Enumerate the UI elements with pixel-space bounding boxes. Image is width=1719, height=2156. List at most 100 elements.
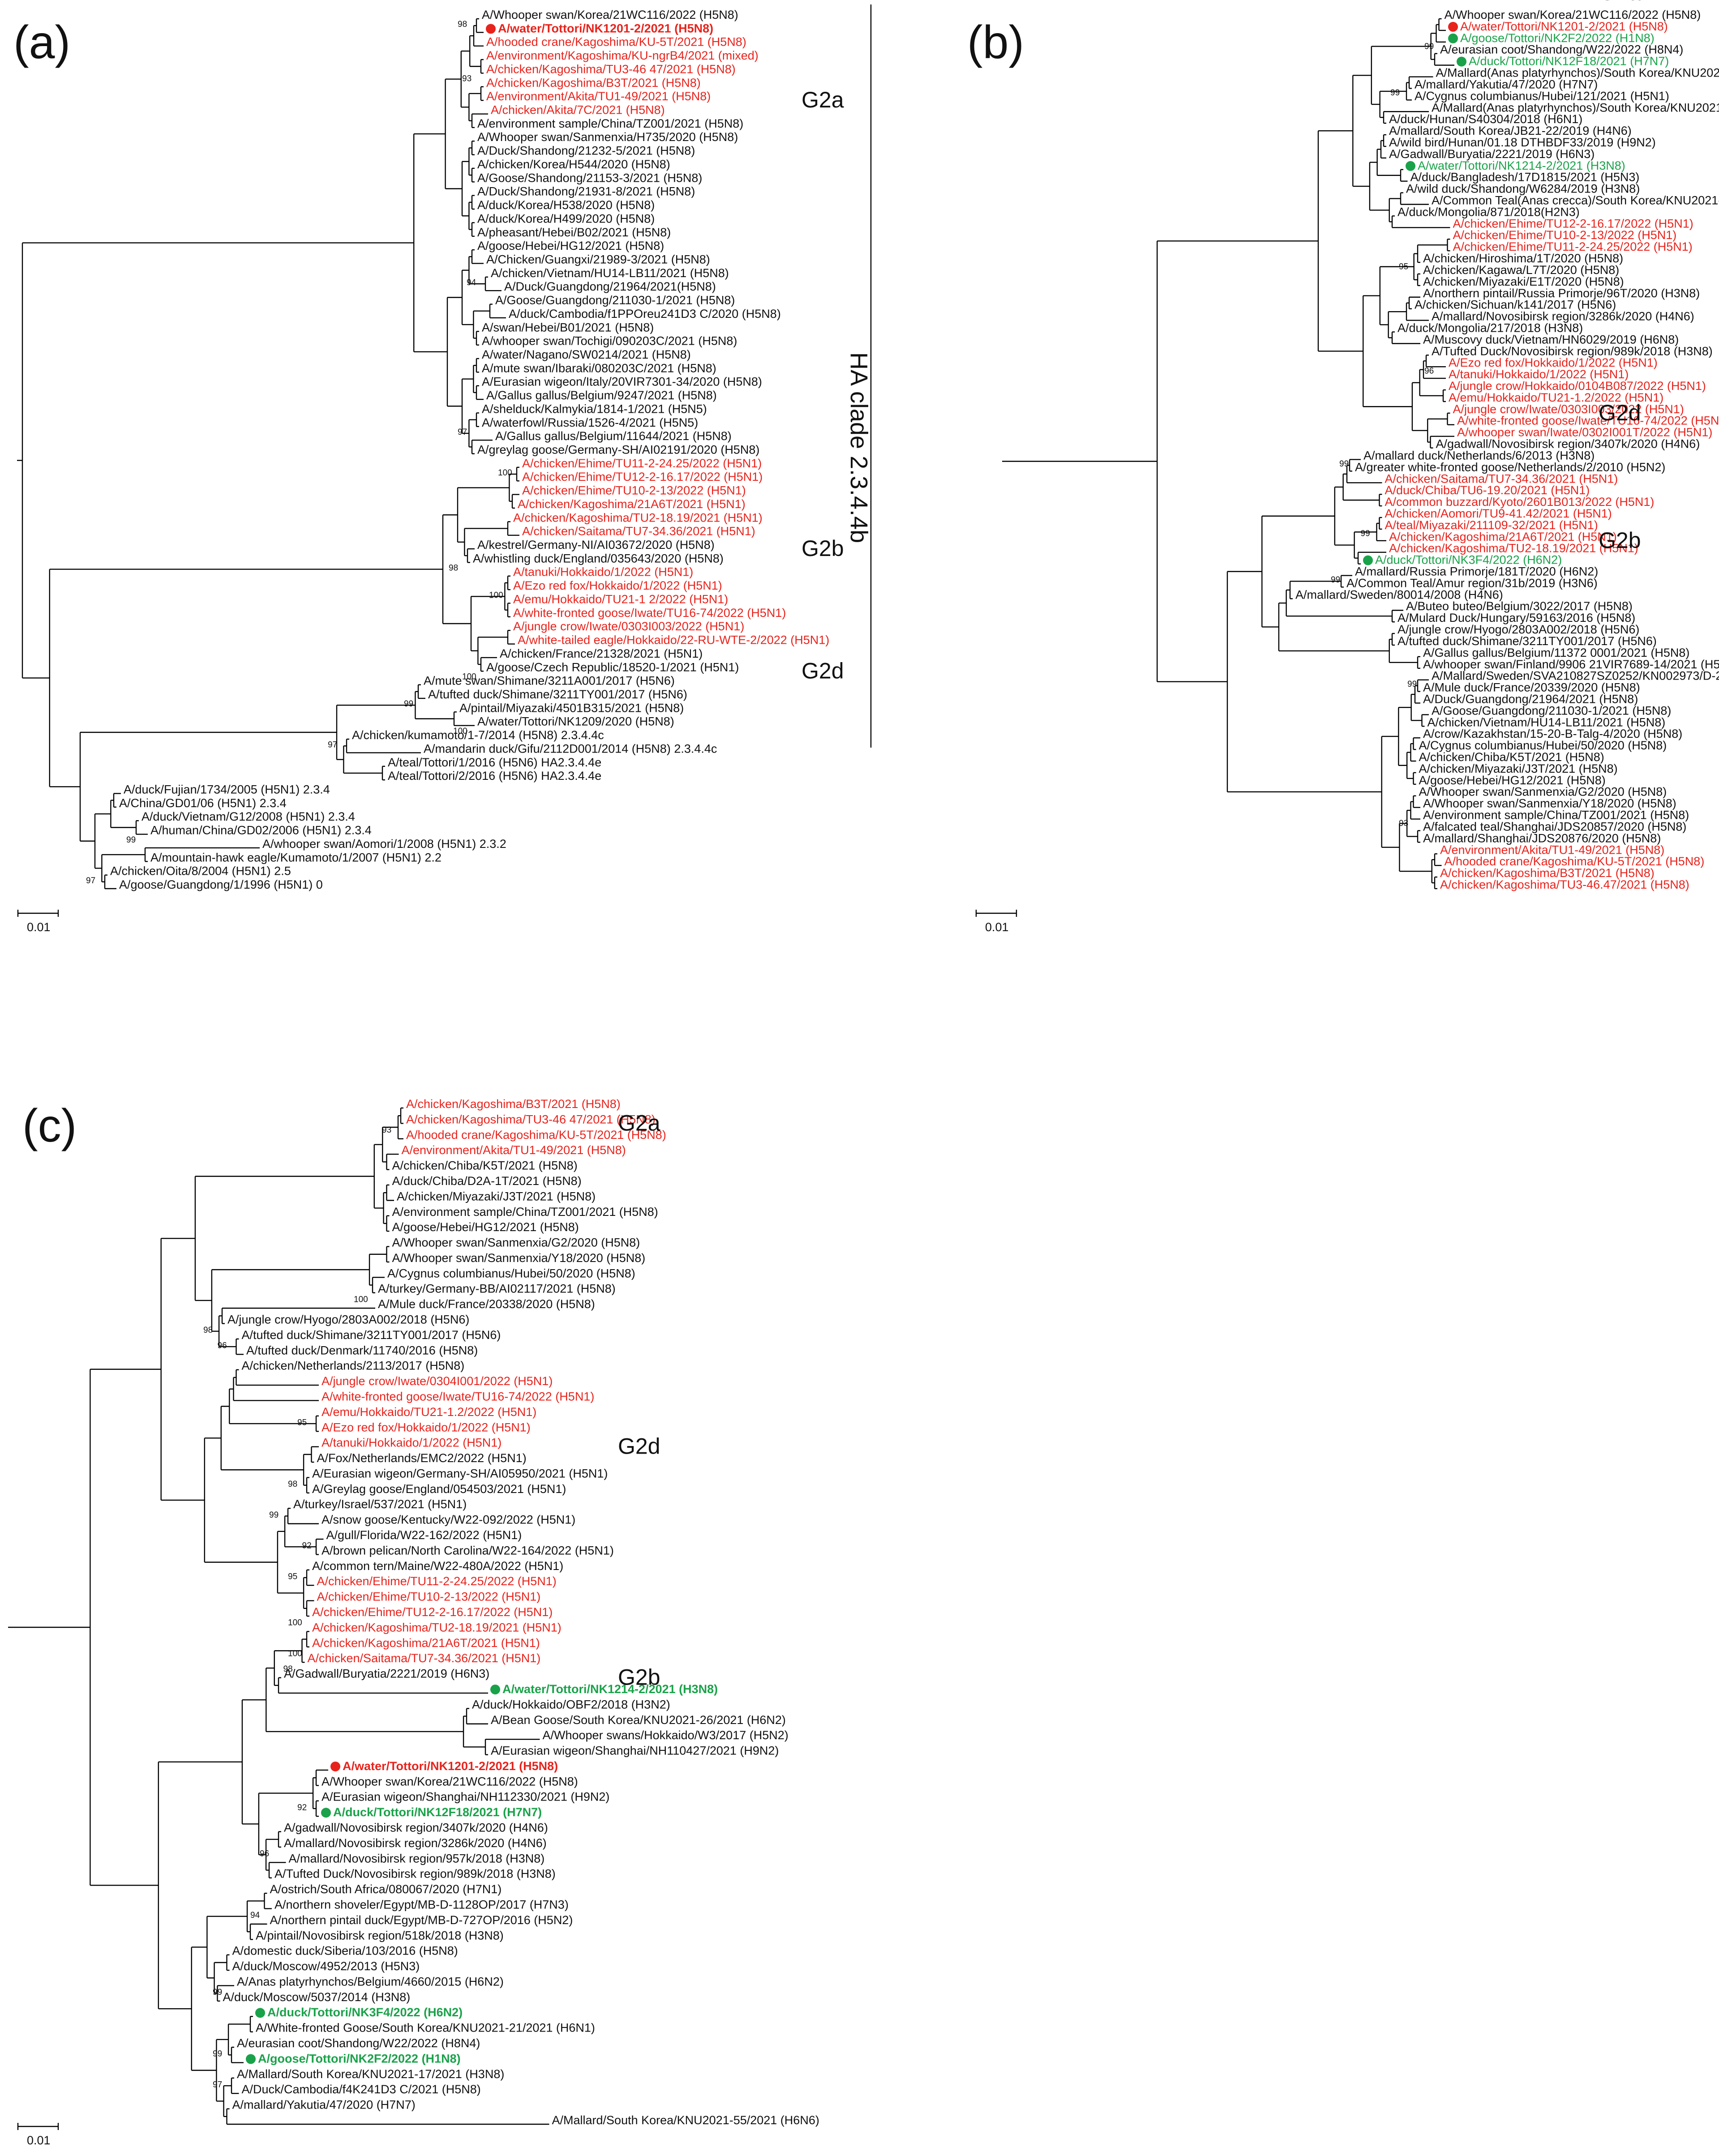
leaf-label: A/wild bird/Hunan/01.18 DTHBDF33/2019 (H…: [1389, 136, 1656, 149]
leaf-label: A/Whooper swan/Korea/21WC116/2022 (H5N8): [1445, 8, 1701, 21]
leaf-label: A/whooper swan/Aomori/1/2008 (H5N1) 2.3.…: [262, 837, 506, 851]
leaf-label: A/Chicken/Guangxi/21989-3/2021 (H5N8): [486, 252, 710, 266]
leaf-label: A/chicken/Kagoshima/21A6T/2021 (H5N1): [312, 1636, 540, 1650]
leaf-label: A/snow goose/Kentucky/W22-092/2022 (H5N1…: [322, 1513, 575, 1527]
leaf-label: A/Mulard Duck/Hungary/59163/2016 (H5N8): [1397, 611, 1635, 625]
bootstrap-value: 99: [126, 835, 136, 845]
green-marker: [1448, 33, 1458, 43]
leaf-label: A/chicken/Chiba/K5T/2021 (H5N8): [1419, 750, 1604, 764]
leaf-label: A/goose/Hebei/HG12/2021 (H5N8): [1419, 774, 1606, 787]
leaf-label: A/Mallard/South Korea/KNU2021-55/2021 (H…: [552, 2113, 819, 2127]
panel-label: (c): [22, 1100, 77, 1152]
leaf-label: A/chicken/Ehime/TU10-2-13/2022 (H5N1): [1453, 228, 1677, 242]
leaf-label: A/chicken/France/21328/2021 (H5N1): [500, 647, 703, 660]
leaf-label: A/tanuki/Hokkaido/1/2022 (H5N1): [322, 1436, 502, 1450]
leaf-label: A/environment sample/China/TZ001/2021 (H…: [1423, 808, 1689, 822]
leaf-label: A/common tern/Maine/W22-480A/2022 (H5N1): [312, 1559, 563, 1573]
green-marker: [246, 2054, 256, 2064]
leaf-label: A/goose/Tottori/NK2F2/2022 (H1N8): [258, 2052, 461, 2065]
leaf-label: A/shelduck/Kalmykia/1814-1/2021 (H5N5): [482, 402, 707, 415]
leaf-label: A/duck/Moscow/4952/2013 (H5N3): [232, 1959, 420, 1973]
group-label: G2b: [802, 536, 844, 561]
bootstrap-value: 95: [1399, 262, 1408, 272]
group-label: G2d: [618, 1434, 660, 1459]
leaf-label: A/chicken/Kagoshima/TU2-18.19/2021 (H5N1…: [1389, 542, 1638, 555]
leaf-label: A/tufted duck/Shimane/3211TY001/2017 (H5…: [428, 688, 687, 701]
leaf-label: A/chicken/Kagoshima/TU2-18.19/2021 (H5N1…: [312, 1621, 562, 1634]
leaf-label: A/Greylag goose/England/054503/2021 (H5N…: [312, 1482, 566, 1496]
leaf-label: A/Ezo red fox/Hokkaido/1/2022 (H5N1): [513, 579, 722, 592]
leaf-label: A/swan/Hebei/B01/2021 (H5N8): [482, 321, 654, 334]
bootstrap-value: 98: [458, 20, 467, 29]
leaf-label: A/northern pintail duck/Egypt/MB-D-727OP…: [270, 1913, 573, 1927]
leaf-label: A/gull/Florida/W22-162/2022 (H5N1): [326, 1528, 522, 1542]
red-marker: [486, 24, 496, 34]
leaf-label: A/human/China/GD02/2006 (H5N1) 2.3.4: [150, 824, 372, 837]
leaf-label: A/Whooper swans/Hokkaido/W3/2017 (H5N2): [543, 1728, 789, 1742]
bootstrap-value: 98: [283, 1664, 293, 1674]
group-label: G2a: [618, 1110, 660, 1135]
bootstrap-value: 97: [213, 2080, 222, 2089]
leaf-label: A/duck/Korea/H538/2020 (H5N8): [477, 198, 655, 212]
panel-b: (b) A/Whooper swan/Korea/21WC116/2022 (H5…: [958, 0, 1719, 949]
leaf-label: A/White-fronted Goose/South Korea/KNU202…: [256, 2021, 595, 2035]
leaf-label: A/northern shoveler/Egypt/MB-D-1128OP/20…: [274, 1898, 569, 1911]
leaf-label: A/Whooper swan/Korea/21WC116/2022 (H5N8): [482, 8, 738, 21]
leaf-label: A/eurasian coot/Shandong/W22/2022 (H8N4): [237, 2036, 480, 2050]
leaf-label: A/chicken/Ehime/TU12-2-16.17/2022 (H5N1): [1453, 217, 1693, 230]
leaf-label: A/Eurasian wigeon/Shanghai/NH112330/2021…: [322, 1790, 609, 1804]
tree-a: (a) A/Whooper swan/Korea/21WC116/2022 (H5…: [13, 4, 872, 934]
group-label: G2b: [1599, 528, 1641, 553]
group-label: G2a: [802, 87, 844, 112]
leaf-label: A/mountain-hawk eagle/Kumamoto/1/2007 (H…: [150, 851, 442, 864]
leaf-label: A/duck/Vietnam/G12/2008 (H5N1) 2.3.4: [141, 810, 355, 823]
bootstrap-value: 94: [467, 278, 476, 287]
leaf-label: A/ostrich/South Africa/080067/2020 (H7N1…: [270, 1882, 502, 1896]
leaf-label: A/teal/Miyazaki/211109-32/2021 (H5N1): [1385, 518, 1598, 532]
leaf-label: A/mallard/Novosibirsk region/3286k/2020 …: [284, 1836, 547, 1850]
leaf-label: A/white-tailed eagle/Hokkaido/22-RU-WTE-…: [518, 633, 829, 647]
leaf-label: A/Goose/Shandong/21153-3/2021 (H5N8): [477, 171, 702, 184]
bootstrap-value: 99: [213, 1988, 222, 1997]
green-marker: [255, 2008, 265, 2018]
bootstrap-value: 97: [86, 876, 95, 886]
leaf-label: A/duck/Chiba/TU6-19.20/2021 (H5N1): [1385, 483, 1590, 497]
leaf-label: A/Fox/Netherlands/EMC2/2022 (H5N1): [317, 1451, 527, 1465]
leaf-label: A/duck/Moscow/5037/2014 (H3N8): [223, 1990, 411, 2004]
leaf-label: A/chicken/Akita/7C/2021 (H5N8): [491, 103, 665, 117]
leaf-label: A/duck/Hunan/S40304/2018 (H6N1): [1389, 112, 1582, 126]
leaf-label: A/Mallard(Anas platyrhynchos)/South Kore…: [1436, 66, 1719, 80]
leaf-label: A/chicken/Saitama/TU7-34.36/2021 (H5N1): [1385, 472, 1618, 485]
leaf-label: A/whistling duck/England/035643/2020 (H5…: [473, 552, 724, 565]
leaf-label: A/tufted duck/Shimane/3211TY001/2017 (H5…: [1397, 634, 1657, 648]
leaf-label: A/Mallard/Sweden/SVA210827SZ0252/KN00297…: [1432, 669, 1719, 683]
leaf-label: A/Duck/Shandong/21931-8/2021 (H5N8): [477, 185, 695, 198]
leaf-label: A/hooded crane/Kagoshima/KU-5T/2021 (H5N…: [486, 35, 746, 49]
bootstrap-value: 93: [462, 74, 472, 84]
leaf-label: A/jungle crow/Iwate/0303I003/2022 (H5N1): [513, 620, 744, 633]
leaf-label: A/emu/Hokkaido/TU21-1.2/2022 (H5N1): [1449, 391, 1663, 404]
leaf-label: A/Whooper swan/Korea/21WC116/2022 (H5N8): [322, 1775, 578, 1788]
leaf-label: A/whooper swan/Finland/9906 21VIR7689-14…: [1423, 658, 1719, 671]
leaf-label: A/emu/Hokkaido/TU21-1.2/2022 (H5N1): [322, 1405, 536, 1419]
leaf-label: A/environment/Kagoshima/KU-ngrB4/2021 (m…: [486, 49, 759, 62]
leaf-label: A/Mule duck/France/20338/2020 (H5N8): [378, 1297, 595, 1311]
leaf-label: A/eurasian coot/Shandong/W22/2022 (H8N4): [1440, 43, 1683, 56]
green-marker: [1406, 161, 1415, 171]
leaf-label: A/white-fronted goose/Iwate/TU16-74/2022…: [322, 1390, 594, 1403]
leaf-label: A/chicken/Kagoshima/TU2-18.19/2021 (H5N1…: [513, 511, 763, 524]
bootstrap-value: 99: [1339, 459, 1349, 469]
leaf-label: A/duck/Mongolia/217/2018 (H3N8): [1397, 321, 1583, 334]
leaf-label: A/kestrel/Germany-NI/AI03672/2020 (H5N8): [477, 538, 715, 552]
leaf-label: A/duck/Bangladesh/17D1815/2021 (H5N3): [1410, 171, 1640, 184]
leaf-label: A/brown pelican/North Carolina/W22-164/2…: [322, 1544, 614, 1557]
leaf-label: A/chicken/Sichuan/k141/2017 (H5N6): [1415, 298, 1616, 312]
scale-bar-label: 0.01: [27, 920, 51, 934]
leaf-label: A/Tufted Duck/Novosibirsk region/989k/20…: [1432, 344, 1713, 358]
leaf-label: A/Mallard/South Korea/KNU2021-17/2021 (H…: [237, 2067, 504, 2081]
leaf-label: A/chicken/Vietnam/HU14-LB11/2021 (H5N8): [1427, 715, 1666, 729]
leaf-label: A/chicken/Ehime/TU12-2-16.17/2022 (H5N1): [522, 470, 763, 483]
leaf-label: A/jungle crow/Iwate/0304I001/2022 (H5N1): [322, 1374, 553, 1388]
panel-c: (c) A/chicken/Kagoshima/B3T/2021 (H5N8) A/…: [0, 1092, 878, 2156]
leaf-label: A/turkey/Israel/537/2021 (H5N1): [293, 1497, 467, 1511]
